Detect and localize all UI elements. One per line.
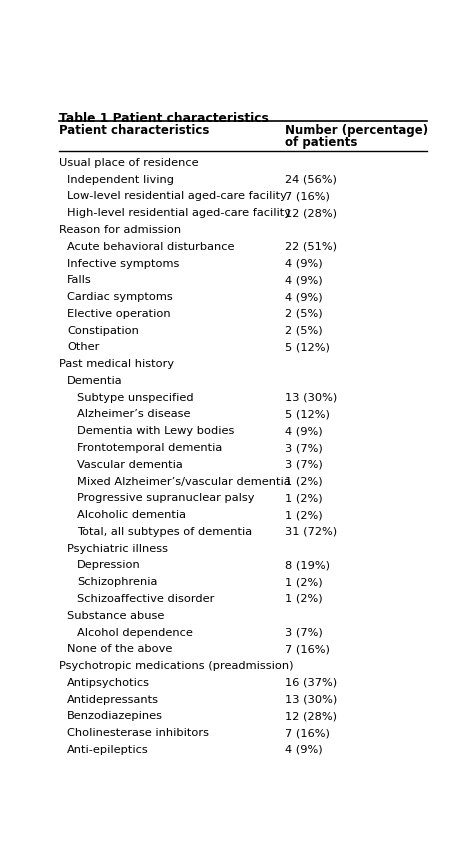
Text: 24 (56%): 24 (56%) [285,175,337,184]
Text: Frontotemporal dementia: Frontotemporal dementia [77,443,222,453]
Text: 1 (2%): 1 (2%) [285,594,323,604]
Text: Cholinesterase inhibitors: Cholinesterase inhibitors [67,728,210,738]
Text: Total, all subtypes of dementia: Total, all subtypes of dementia [77,527,252,537]
Text: Anti-epileptics: Anti-epileptics [67,745,149,755]
Text: 7 (16%): 7 (16%) [285,191,330,202]
Text: Subtype unspecified: Subtype unspecified [77,393,193,402]
Text: 12 (28%): 12 (28%) [285,208,337,218]
Text: 4 (9%): 4 (9%) [285,258,323,269]
Text: Depression: Depression [77,560,141,571]
Text: Cardiac symptoms: Cardiac symptoms [67,292,173,302]
Text: Other: Other [67,342,100,353]
Text: 7 (16%): 7 (16%) [285,644,330,655]
Text: High-level residential aged-care facility: High-level residential aged-care facilit… [67,208,292,218]
Text: 2 (5%): 2 (5%) [285,326,323,335]
Text: 7 (16%): 7 (16%) [285,728,330,738]
Text: Dementia with Lewy bodies: Dementia with Lewy bodies [77,426,234,436]
Text: of patients: of patients [285,136,357,149]
Text: Alzheimer’s disease: Alzheimer’s disease [77,409,191,420]
Text: 31 (72%): 31 (72%) [285,527,337,537]
Text: Patient characteristics: Patient characteristics [59,124,210,137]
Text: Low-level residential aged-care facility: Low-level residential aged-care facility [67,191,287,202]
Text: Antidepressants: Antidepressants [67,695,159,704]
Text: Mixed Alzheimer’s/vascular dementia: Mixed Alzheimer’s/vascular dementia [77,476,291,486]
Text: 3 (7%): 3 (7%) [285,627,323,637]
Text: 16 (37%): 16 (37%) [285,678,337,688]
Text: 4 (9%): 4 (9%) [285,426,323,436]
Text: Dementia: Dementia [67,376,123,386]
Text: Alcohol dependence: Alcohol dependence [77,627,193,637]
Text: 22 (51%): 22 (51%) [285,242,337,251]
Text: 3 (7%): 3 (7%) [285,460,323,470]
Text: Alcoholic dementia: Alcoholic dementia [77,511,186,520]
Text: Reason for admission: Reason for admission [59,225,182,235]
Text: 4 (9%): 4 (9%) [285,292,323,302]
Text: 2 (5%): 2 (5%) [285,309,323,319]
Text: Elective operation: Elective operation [67,309,171,319]
Text: 1 (2%): 1 (2%) [285,511,323,520]
Text: Acute behavioral disturbance: Acute behavioral disturbance [67,242,235,251]
Text: Table 1 Patient characteristics: Table 1 Patient characteristics [59,112,269,124]
Text: Schizoaffective disorder: Schizoaffective disorder [77,594,214,604]
Text: Number (percentage): Number (percentage) [285,124,428,137]
Text: Progressive supranuclear palsy: Progressive supranuclear palsy [77,493,255,504]
Text: 1 (2%): 1 (2%) [285,577,323,587]
Text: Past medical history: Past medical history [59,360,174,369]
Text: Infective symptoms: Infective symptoms [67,258,180,269]
Text: Usual place of residence: Usual place of residence [59,158,199,168]
Text: Substance abuse: Substance abuse [67,611,164,620]
Text: 8 (19%): 8 (19%) [285,560,330,571]
Text: Independent living: Independent living [67,175,174,184]
Text: Schizophrenia: Schizophrenia [77,577,157,587]
Text: Antipsychotics: Antipsychotics [67,678,150,688]
Text: 13 (30%): 13 (30%) [285,695,337,704]
Text: 3 (7%): 3 (7%) [285,443,323,453]
Text: Benzodiazepines: Benzodiazepines [67,711,164,722]
Text: None of the above: None of the above [67,644,173,655]
Text: Constipation: Constipation [67,326,139,335]
Text: 5 (12%): 5 (12%) [285,409,330,420]
Text: 4 (9%): 4 (9%) [285,745,323,755]
Text: Vascular dementia: Vascular dementia [77,460,182,470]
Text: Psychiatric illness: Psychiatric illness [67,544,168,553]
Text: 5 (12%): 5 (12%) [285,342,330,353]
Text: Falls: Falls [67,275,92,286]
Text: 1 (2%): 1 (2%) [285,493,323,504]
Text: 12 (28%): 12 (28%) [285,711,337,722]
Text: 4 (9%): 4 (9%) [285,275,323,286]
Text: 13 (30%): 13 (30%) [285,393,337,402]
Text: 1 (2%): 1 (2%) [285,476,323,486]
Text: Psychotropic medications (preadmission): Psychotropic medications (preadmission) [59,661,294,671]
